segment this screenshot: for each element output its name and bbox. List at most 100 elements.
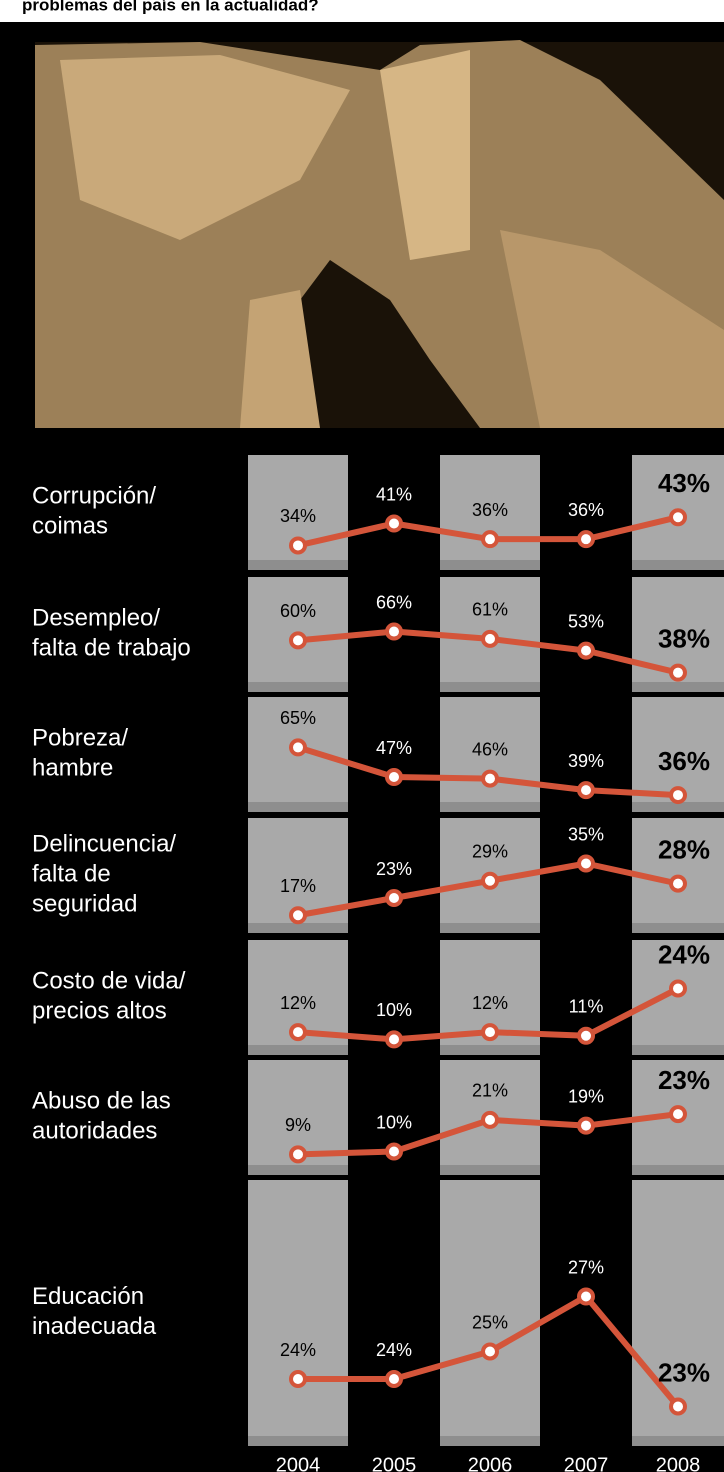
- row-label-line: hambre: [32, 755, 113, 782]
- data-point: [385, 622, 403, 641]
- column-shade: [248, 802, 348, 812]
- data-point: [669, 1105, 687, 1124]
- value-label: 41%: [376, 484, 412, 504]
- page-title: problemas del país en la actualidad?: [22, 0, 319, 14]
- value-label: 23%: [658, 1065, 710, 1095]
- data-point: [577, 1026, 595, 1045]
- data-point: [385, 1370, 403, 1388]
- row-label: Desempleo/falta de trabajo: [32, 605, 191, 662]
- value-label: 24%: [280, 1340, 316, 1360]
- data-point: [481, 530, 499, 549]
- row-label-line: Abuso de las: [32, 1088, 171, 1115]
- row-label-line: autoridades: [32, 1118, 157, 1145]
- data-point: [577, 641, 595, 660]
- data-point: [577, 1287, 595, 1306]
- column-shade: [248, 923, 348, 933]
- value-label: 24%: [376, 1340, 412, 1360]
- column-bg: [440, 455, 540, 570]
- data-point: [577, 854, 595, 873]
- value-label: 9%: [285, 1115, 311, 1135]
- value-label: 21%: [472, 1081, 508, 1101]
- column-shade: [248, 560, 348, 570]
- row-label: Corrupción/coimas: [32, 483, 156, 540]
- x-tick-label: 2005: [372, 1454, 417, 1472]
- photo-shape: [380, 50, 470, 260]
- value-label: 46%: [472, 739, 508, 759]
- value-label: 61%: [472, 600, 508, 620]
- data-point: [289, 738, 307, 757]
- row-label-line: Desempleo/: [32, 605, 160, 632]
- column-shade: [248, 1165, 348, 1175]
- photo: [35, 40, 724, 428]
- data-point: [385, 1142, 403, 1161]
- data-point: [289, 1370, 307, 1388]
- row-label-line: falta de trabajo: [32, 635, 191, 662]
- column-shade: [632, 1436, 724, 1446]
- value-label: 66%: [376, 592, 412, 612]
- value-label: 65%: [280, 708, 316, 728]
- value-label: 11%: [569, 996, 604, 1016]
- data-point: [385, 1030, 403, 1049]
- value-label: 34%: [280, 506, 316, 526]
- column-shade: [632, 923, 724, 933]
- photo-shape: [240, 290, 320, 428]
- column-shade: [632, 802, 724, 812]
- x-tick-label: 2004: [276, 1454, 321, 1472]
- data-point: [577, 530, 595, 549]
- value-label: 10%: [376, 1000, 412, 1020]
- value-label: 36%: [568, 500, 604, 520]
- data-point: [481, 871, 499, 890]
- value-label: 43%: [658, 468, 710, 498]
- data-point: [577, 1116, 595, 1135]
- data-point: [481, 769, 499, 788]
- data-point: [669, 663, 687, 682]
- column-shade: [440, 802, 540, 812]
- value-label: 27%: [568, 1257, 604, 1277]
- row-label-line: coimas: [32, 513, 108, 540]
- data-point: [481, 1110, 499, 1129]
- column-bg: [440, 1180, 540, 1446]
- row-label-line: Corrupción/: [32, 483, 156, 510]
- data-point: [577, 781, 595, 800]
- column-shade: [632, 1045, 724, 1055]
- row-label-line: Delincuencia/: [32, 831, 176, 858]
- data-point: [669, 979, 687, 998]
- header-bg: [0, 0, 724, 22]
- value-label: 38%: [658, 624, 710, 654]
- column-shade: [248, 682, 348, 692]
- data-point: [289, 631, 307, 650]
- column-shade: [440, 1436, 540, 1446]
- value-label: 60%: [280, 601, 316, 621]
- column-shade: [632, 1165, 724, 1175]
- row-label-line: Pobreza/: [32, 725, 128, 752]
- data-point: [385, 514, 403, 533]
- column-shade: [440, 1045, 540, 1055]
- value-label: 36%: [472, 500, 508, 520]
- column-shade: [440, 682, 540, 692]
- data-point: [289, 1145, 307, 1164]
- column-shade: [440, 923, 540, 933]
- row-label: Costo de vida/precios altos: [32, 968, 186, 1025]
- x-tick-label: 2008: [656, 1454, 701, 1472]
- row-label: Pobreza/hambre: [32, 725, 128, 782]
- value-label: 36%: [658, 746, 710, 776]
- value-label: 25%: [472, 1312, 508, 1332]
- column-bg: [248, 1180, 348, 1446]
- column-shade: [632, 560, 724, 570]
- value-label: 35%: [568, 824, 604, 844]
- x-tick-label: 2006: [468, 1454, 513, 1472]
- value-label: 39%: [568, 751, 604, 771]
- column-bg: [440, 697, 540, 812]
- value-label: 23%: [658, 1357, 710, 1387]
- row-label-line: falta de: [32, 861, 111, 888]
- row-label-line: precios altos: [32, 998, 167, 1025]
- column-shade: [440, 1165, 540, 1175]
- value-label: 17%: [280, 876, 316, 896]
- row-label-line: Costo de vida/: [32, 968, 186, 995]
- x-tick-label: 2007: [564, 1454, 609, 1472]
- row-label: Delincuencia/falta de seguridad: [32, 831, 176, 918]
- value-label: 19%: [568, 1086, 604, 1106]
- data-point: [669, 786, 687, 805]
